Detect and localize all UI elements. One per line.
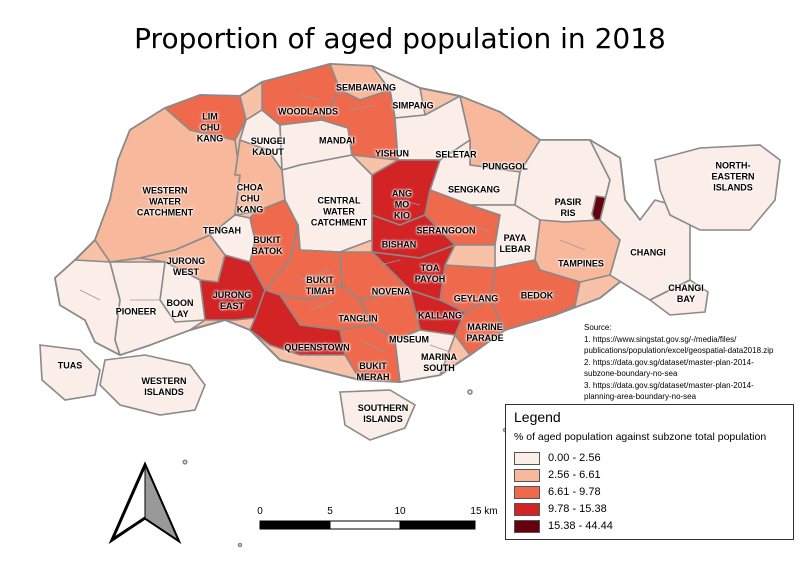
label-marine-parade: MARINE PARADE	[466, 322, 504, 343]
label-western-water-catchment: WESTERN WATER CATCHMENT	[136, 185, 194, 218]
area-changi-bay	[649, 279, 709, 316]
legend-label: 9.78 - 15.38	[548, 503, 607, 515]
label-serangoon: SERANGOON	[416, 225, 476, 236]
label-jurong-west: JURONG WEST	[166, 256, 206, 277]
map-title: Proportion of aged population in 2018	[134, 22, 666, 55]
label-kallang: KALLANG	[418, 310, 462, 321]
source-line: 2. https://data.gov.sg/dataset/master-pl…	[584, 357, 754, 367]
label-bishan: BISHAN	[381, 239, 417, 250]
legend-swatch	[514, 503, 540, 516]
label-tanglin: TANGLIN	[338, 313, 378, 324]
scale-tick-label: 5	[327, 506, 333, 517]
label-punggol: PUNGGOL	[482, 161, 528, 172]
area-marina-south	[394, 329, 456, 383]
label-sembawang: SEMBAWANG	[335, 82, 397, 93]
label-yishun: YISHUN	[374, 148, 410, 159]
label-boon-lay: BOON LAY	[166, 298, 194, 319]
label-bukit-merah: BUKIT MERAH	[356, 361, 390, 382]
legend-swatch	[514, 452, 540, 465]
label-changi: CHANGI	[630, 247, 666, 258]
label-geylang: GEYLANG	[453, 293, 499, 304]
area-central-water-catchment	[281, 154, 373, 253]
label-southern-islands: SOUTHERN ISLANDS	[357, 403, 409, 424]
label-tengah: TENGAH	[203, 225, 241, 236]
area-boon-lay	[159, 261, 206, 323]
legend-label: 6.61 - 9.78	[548, 486, 601, 498]
area-jurong-island	[39, 344, 101, 401]
legend-description: % of aged population against subzone tot…	[514, 431, 767, 443]
label-changi-bay: CHANGI BAY	[668, 283, 704, 304]
scale-tick-label: 10	[394, 506, 406, 517]
label-simpang: SIMPANG	[392, 100, 434, 111]
source-line: 3. https://data.gov.sg/dataset/master-pl…	[584, 380, 754, 390]
legend-swatch	[514, 469, 540, 482]
source-line: 1. https://www.singstat.gov.sg/-/media/f…	[584, 334, 737, 344]
label-pasir-ris: PASIR RIS	[554, 197, 582, 218]
label-woodlands: WOODLANDS	[278, 106, 338, 117]
label-bukit-batok: BUKIT BATOK	[251, 235, 283, 256]
label-bedok: BEDOK	[520, 290, 554, 301]
area-western-islands	[99, 354, 206, 416]
label-choa-chu-kang: CHOA CHU KANG	[236, 182, 264, 215]
north-arrow-icon	[108, 461, 182, 545]
source-heading: Source:	[584, 323, 612, 332]
source-line: planning-area-boundary-no-sea	[584, 392, 697, 401]
area-southern-islands	[339, 389, 417, 441]
label-novena: NOVENA	[371, 286, 411, 297]
legend-label: 2.56 - 6.61	[548, 469, 601, 481]
area-north-eastern-islands	[654, 144, 781, 231]
area-tuas	[54, 259, 121, 356]
scale-tick-label: 15 km	[470, 506, 498, 517]
label-bukit-timah: BUKIT TIMAH	[305, 275, 335, 296]
source-notes: Source: 1. https://www.singstat.gov.sg/-…	[584, 322, 773, 403]
label-ang-mo-kio: ANG MO KIO	[392, 188, 412, 221]
legend-label: 0.00 - 2.56	[548, 452, 601, 464]
scale-bar	[259, 520, 476, 530]
label-north-eastern-islands: NORTH-EASTERN ISLANDS	[711, 160, 755, 193]
source-line: publications/population/excel/geospatial…	[584, 346, 774, 355]
label-pioneer: PIONEER	[115, 306, 157, 317]
label-tampines: TAMPINES	[558, 258, 604, 269]
label-sengkang: SENGKANG	[447, 184, 501, 195]
label-queenstown: QUEENSTOWN	[284, 342, 350, 353]
scale-tick-label: 0	[257, 506, 263, 517]
legend-swatch	[514, 486, 540, 499]
label-mandai: MANDAI	[319, 135, 355, 146]
legend-swatch	[514, 520, 540, 533]
label-toa-payoh: TOA PAYOH	[414, 263, 446, 284]
label-tuas: TUAS	[57, 360, 83, 371]
label-central-water-catchment: CENTRAL WATER CATCHMENT	[310, 195, 368, 228]
legend-title: Legend	[514, 409, 561, 425]
label-sungei-kadut: SUNGEI KADUT	[250, 136, 286, 157]
label-jurong-east: JURONG EAST	[212, 290, 252, 311]
legend-label: 15.38 - 44.44	[548, 520, 613, 532]
source-line: subzone-boundary-no-sea	[584, 369, 678, 378]
label-seletar: SELETAR	[435, 149, 477, 160]
label-marina-south: MARINA SOUTH	[421, 352, 457, 373]
label-lim-chu-kang: LIM CHU KANG	[196, 111, 224, 144]
label-museum: MUSEUM	[389, 334, 429, 345]
map-legend: Legend % of aged population against subz…	[505, 404, 794, 540]
label-paya-lebar: PAYA LEBAR	[499, 233, 531, 254]
label-western-islands: WESTERN ISLANDS	[141, 376, 187, 397]
